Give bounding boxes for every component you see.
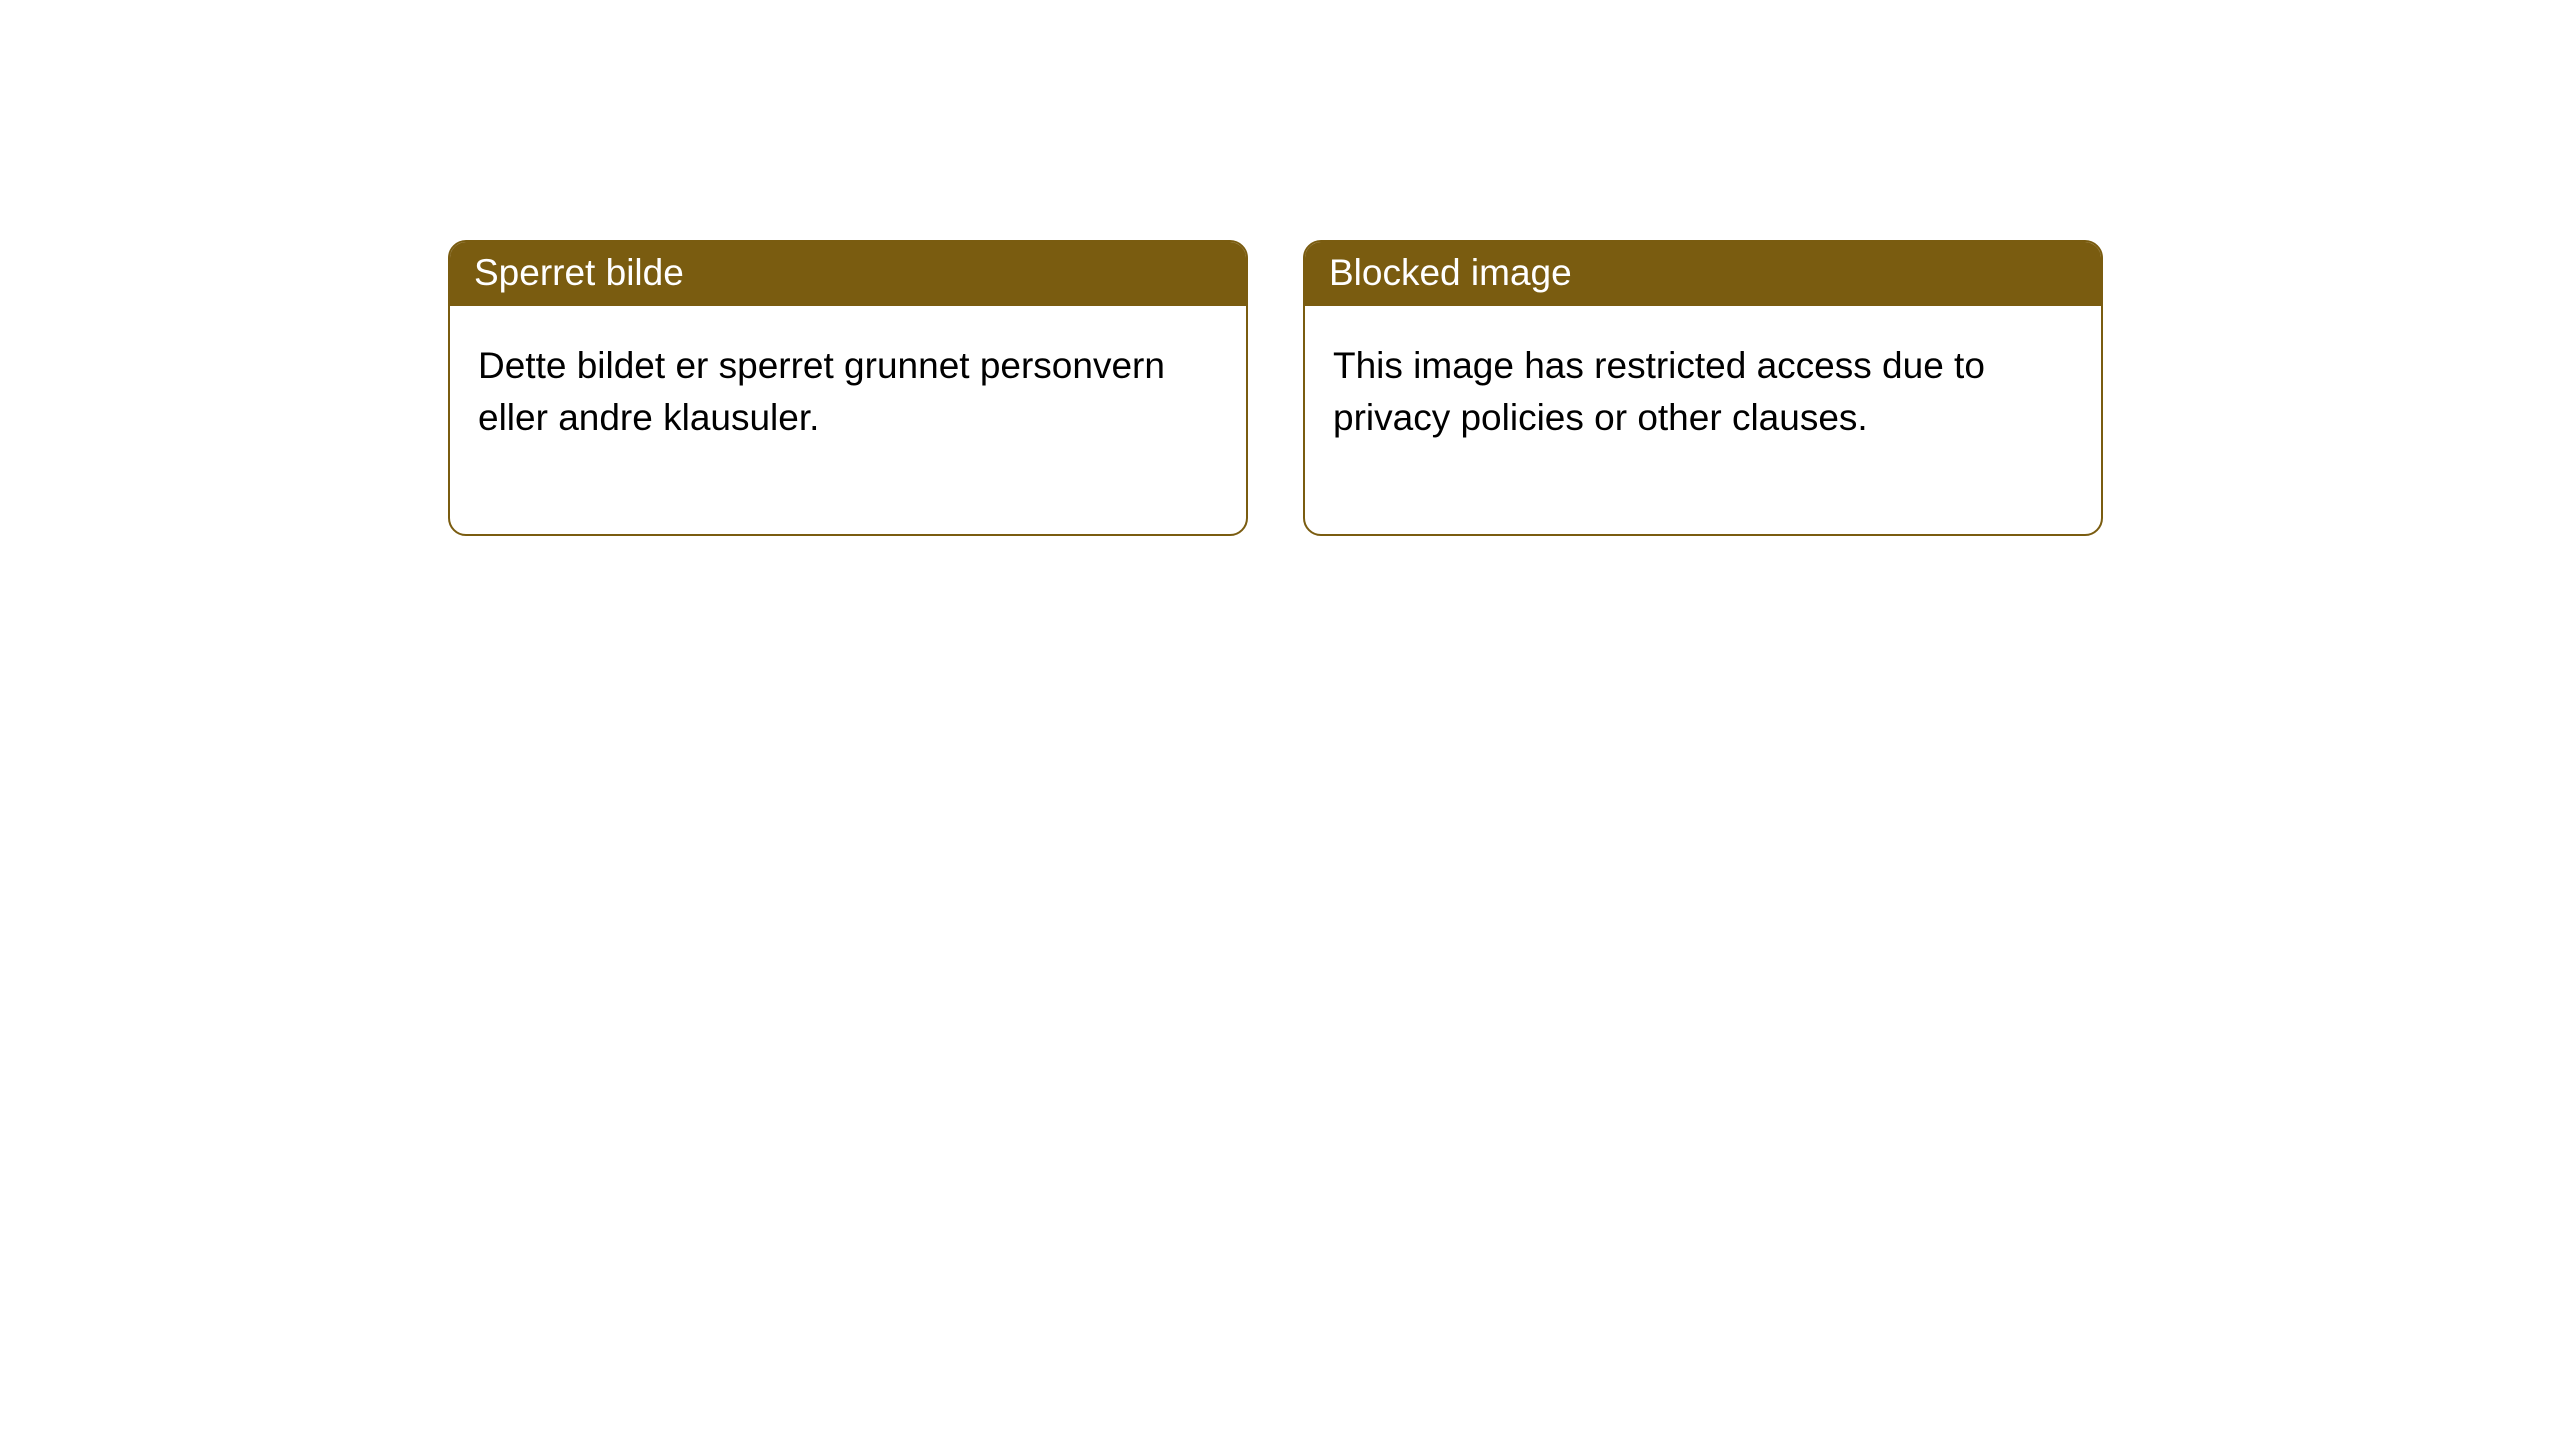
notice-card-english: Blocked image This image has restricted … (1303, 240, 2103, 536)
notice-body-english: This image has restricted access due to … (1305, 306, 2101, 534)
notice-title-norwegian: Sperret bilde (450, 242, 1246, 306)
notice-title-english: Blocked image (1305, 242, 2101, 306)
notice-body-norwegian: Dette bildet er sperret grunnet personve… (450, 306, 1246, 534)
notice-card-norwegian: Sperret bilde Dette bildet er sperret gr… (448, 240, 1248, 536)
notice-container: Sperret bilde Dette bildet er sperret gr… (0, 0, 2560, 536)
